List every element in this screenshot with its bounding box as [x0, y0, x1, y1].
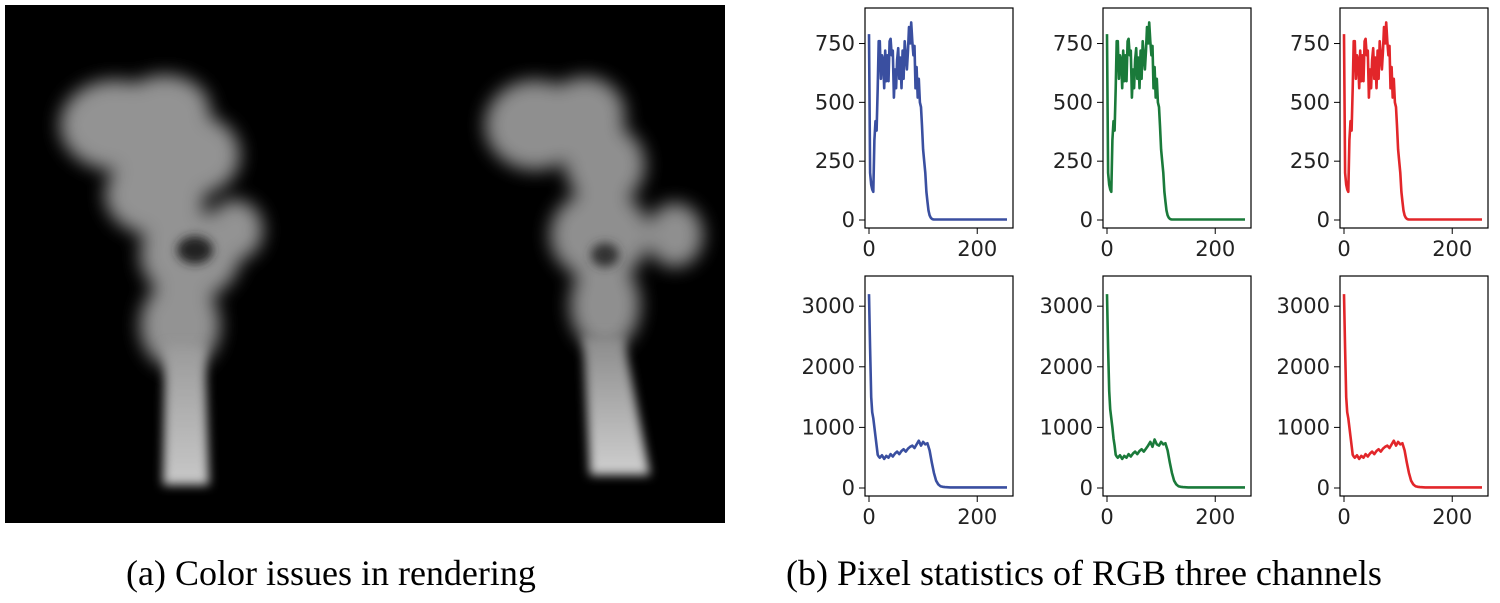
- y-tick-label: 0: [1080, 208, 1093, 232]
- histogram-chart: 0 1000 2000 3000 0 200: [802, 275, 1014, 529]
- y-tick-label: 0: [1080, 476, 1093, 500]
- y-tick-label: 0: [842, 476, 855, 500]
- y-tick-label: 3000: [1277, 294, 1330, 318]
- y-tick-label: 0: [1317, 476, 1330, 500]
- x-tick-label: 200: [1195, 237, 1235, 261]
- caption-b: (b) Pixel statistics of RGB three channe…: [786, 553, 1382, 593]
- y-tick-label: 2000: [802, 355, 855, 379]
- plot-frame: [864, 7, 1014, 229]
- histogram-chart: 0 1000 2000 3000 0 200: [1277, 275, 1489, 529]
- y-tick-label: 750: [1053, 32, 1093, 56]
- histogram-chart: 0 1000 2000 3000 0 200: [1040, 275, 1252, 529]
- histogram-line: [867, 294, 1007, 489]
- caption-a: (a) Color issues in rendering: [126, 553, 536, 593]
- histogram-chart: 0 250 500 750 0 200: [1053, 7, 1252, 261]
- plot-frame: [1339, 7, 1489, 229]
- x-tick-label: 200: [957, 505, 997, 529]
- histogram-line: [1105, 294, 1245, 489]
- left-smoke-plume: [60, 75, 263, 485]
- y-tick-label: 0: [842, 208, 855, 232]
- y-tick-label: 3000: [802, 294, 855, 318]
- y-tick-label: 500: [815, 90, 855, 114]
- x-tick-label: 0: [1337, 237, 1350, 261]
- x-tick-label: 200: [1432, 505, 1472, 529]
- x-tick-label: 0: [1337, 505, 1350, 529]
- y-tick-label: 750: [1290, 32, 1330, 56]
- y-tick-label: 3000: [1040, 294, 1093, 318]
- x-tick-label: 0: [862, 505, 875, 529]
- y-tick-label: 250: [1290, 149, 1330, 173]
- plot-frame: [1102, 7, 1252, 229]
- histogram-line: [1342, 21, 1482, 221]
- plot-frame: [1339, 275, 1489, 497]
- y-tick-label: 0: [1317, 208, 1330, 232]
- x-tick-label: 200: [957, 237, 997, 261]
- y-tick-label: 750: [815, 32, 855, 56]
- x-tick-label: 0: [1100, 505, 1113, 529]
- y-tick-label: 2000: [1040, 355, 1093, 379]
- histogram-chart: 0 250 500 750 0 200: [815, 7, 1014, 261]
- y-tick-label: 500: [1053, 90, 1093, 114]
- x-tick-label: 0: [1100, 237, 1113, 261]
- histogram-line: [867, 21, 1007, 221]
- plot-frame: [864, 275, 1014, 497]
- smoke-plumes-illustration: [60, 75, 703, 485]
- y-tick-label: 250: [1053, 149, 1093, 173]
- y-tick-label: 1000: [802, 415, 855, 439]
- smoke-rendering-image: [5, 5, 725, 523]
- y-tick-label: 250: [815, 149, 855, 173]
- histogram-chart: 0 250 500 750 0 200: [1290, 7, 1489, 261]
- y-tick-label: 1000: [1040, 415, 1093, 439]
- y-tick-label: 500: [1290, 90, 1330, 114]
- x-tick-label: 200: [1432, 237, 1472, 261]
- x-tick-label: 200: [1195, 505, 1235, 529]
- x-tick-label: 0: [862, 237, 875, 261]
- y-tick-label: 1000: [1277, 415, 1330, 439]
- right-smoke-plume: [485, 77, 703, 475]
- histogram-line: [1105, 21, 1245, 221]
- plot-frame: [1102, 275, 1252, 497]
- histogram-line: [1342, 294, 1482, 489]
- y-tick-label: 2000: [1277, 355, 1330, 379]
